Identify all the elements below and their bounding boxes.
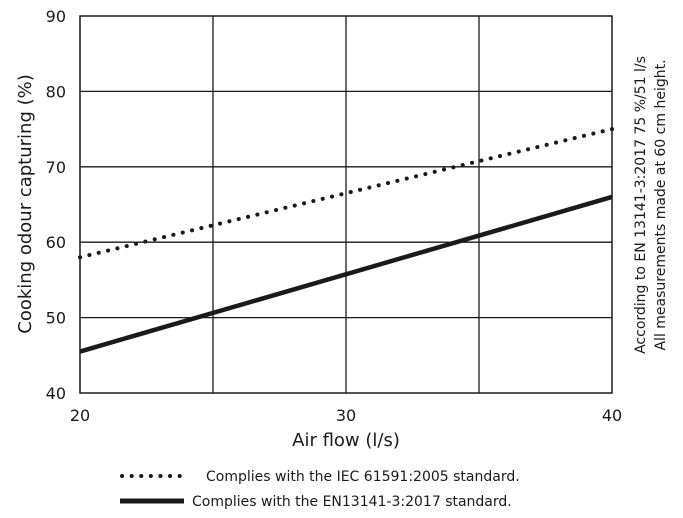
y-tick-label: 50	[46, 309, 66, 328]
x-tick-label: 30	[336, 406, 356, 425]
grid	[80, 16, 612, 393]
side-note-1: According to EN 13141-3:2017 75 %/51 l/s	[633, 56, 649, 354]
series-layer	[78, 127, 614, 354]
x-axis-label: Air flow (l/s)	[292, 430, 400, 451]
y-tick-label: 80	[46, 82, 66, 101]
y-tick-labels: 40 50 60 70 80 90	[46, 7, 66, 403]
y-tick-label: 60	[46, 233, 66, 252]
y-tick-label: 70	[46, 158, 66, 177]
x-tick-label: 40	[602, 406, 622, 425]
y-tick-label: 90	[46, 7, 66, 26]
plot-frame	[79, 15, 613, 394]
x-tick-label: 20	[70, 406, 90, 425]
legend: Complies with the IEC 61591:2005 standar…	[120, 469, 520, 510]
legend-label: Complies with the IEC 61591:2005 standar…	[206, 469, 520, 485]
series-line-en13141	[79, 194, 613, 354]
x-tick-labels: 20 30 40	[70, 406, 622, 425]
y-tick-label: 40	[46, 384, 66, 403]
side-note-2: All measurements made at 60 cm height.	[653, 59, 669, 350]
legend-label: Complies with the EN13141-3:2017 standar…	[192, 494, 512, 510]
y-axis-label: Cooking odour capturing (%)	[15, 74, 36, 333]
